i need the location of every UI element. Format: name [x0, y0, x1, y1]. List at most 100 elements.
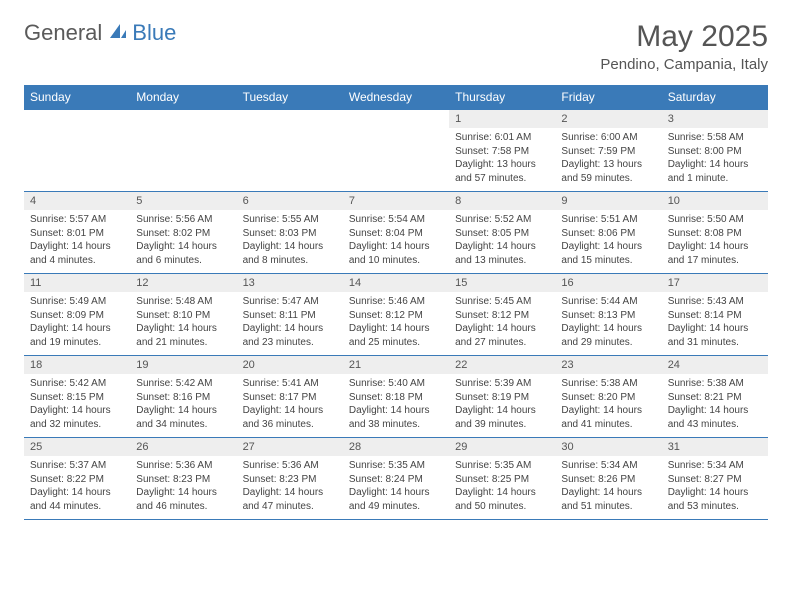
- sunrise-text: Sunrise: 5:49 AM: [30, 295, 124, 309]
- sunrise-text: Sunrise: 5:52 AM: [455, 213, 549, 227]
- sunrise-text: Sunrise: 5:43 AM: [668, 295, 762, 309]
- day-content-row: Sunrise: 5:49 AMSunset: 8:09 PMDaylight:…: [24, 292, 768, 356]
- day-content-cell: Sunrise: 5:56 AMSunset: 8:02 PMDaylight:…: [130, 210, 236, 274]
- sunset-text: Sunset: 8:19 PM: [455, 391, 549, 405]
- sunrise-text: Sunrise: 5:50 AM: [668, 213, 762, 227]
- sunrise-text: Sunrise: 5:34 AM: [668, 459, 762, 473]
- daylight-text: Daylight: 14 hours and 19 minutes.: [30, 322, 124, 349]
- day-number-cell: 7: [343, 192, 449, 211]
- day-number-cell: 12: [130, 274, 236, 293]
- sunrise-text: Sunrise: 6:00 AM: [561, 131, 655, 145]
- daylight-text: Daylight: 14 hours and 21 minutes.: [136, 322, 230, 349]
- sunrise-text: Sunrise: 5:51 AM: [561, 213, 655, 227]
- day-content-cell: Sunrise: 5:58 AMSunset: 8:00 PMDaylight:…: [662, 128, 768, 192]
- sunset-text: Sunset: 8:12 PM: [455, 309, 549, 323]
- day-number-row: 25262728293031: [24, 438, 768, 457]
- day-number-cell: 9: [555, 192, 661, 211]
- sunset-text: Sunset: 8:17 PM: [243, 391, 337, 405]
- sunset-text: Sunset: 8:15 PM: [30, 391, 124, 405]
- daylight-text: Daylight: 14 hours and 50 minutes.: [455, 486, 549, 513]
- sunset-text: Sunset: 8:14 PM: [668, 309, 762, 323]
- sunset-text: Sunset: 8:04 PM: [349, 227, 443, 241]
- day-number-cell: 3: [662, 110, 768, 129]
- day-content-cell: Sunrise: 6:01 AMSunset: 7:58 PMDaylight:…: [449, 128, 555, 192]
- day-content-row: Sunrise: 6:01 AMSunset: 7:58 PMDaylight:…: [24, 128, 768, 192]
- daylight-text: Daylight: 14 hours and 13 minutes.: [455, 240, 549, 267]
- day-number-cell: [130, 110, 236, 129]
- daylight-text: Daylight: 14 hours and 15 minutes.: [561, 240, 655, 267]
- day-content-cell: Sunrise: 5:54 AMSunset: 8:04 PMDaylight:…: [343, 210, 449, 274]
- day-of-week-header: Thursday: [449, 85, 555, 110]
- day-number-row: 123: [24, 110, 768, 129]
- day-content-cell: Sunrise: 5:36 AMSunset: 8:23 PMDaylight:…: [130, 456, 236, 520]
- daylight-text: Daylight: 14 hours and 47 minutes.: [243, 486, 337, 513]
- day-content-cell: [24, 128, 130, 192]
- logo-text-blue: Blue: [132, 20, 176, 46]
- day-number-cell: 16: [555, 274, 661, 293]
- logo: General Blue: [24, 20, 176, 46]
- sunset-text: Sunset: 8:22 PM: [30, 473, 124, 487]
- daylight-text: Daylight: 13 hours and 59 minutes.: [561, 158, 655, 185]
- sunset-text: Sunset: 8:27 PM: [668, 473, 762, 487]
- day-of-week-header: Sunday: [24, 85, 130, 110]
- sunset-text: Sunset: 8:08 PM: [668, 227, 762, 241]
- daylight-text: Daylight: 14 hours and 4 minutes.: [30, 240, 124, 267]
- daylight-text: Daylight: 14 hours and 31 minutes.: [668, 322, 762, 349]
- sunrise-text: Sunrise: 5:34 AM: [561, 459, 655, 473]
- day-number-cell: [343, 110, 449, 129]
- sunrise-text: Sunrise: 5:46 AM: [349, 295, 443, 309]
- sunrise-text: Sunrise: 5:54 AM: [349, 213, 443, 227]
- sunset-text: Sunset: 8:25 PM: [455, 473, 549, 487]
- day-content-cell: Sunrise: 5:42 AMSunset: 8:15 PMDaylight:…: [24, 374, 130, 438]
- day-content-cell: Sunrise: 5:35 AMSunset: 8:25 PMDaylight:…: [449, 456, 555, 520]
- day-number-cell: 30: [555, 438, 661, 457]
- day-content-cell: Sunrise: 5:38 AMSunset: 8:21 PMDaylight:…: [662, 374, 768, 438]
- month-title: May 2025: [600, 20, 768, 54]
- day-number-cell: 26: [130, 438, 236, 457]
- sunset-text: Sunset: 8:21 PM: [668, 391, 762, 405]
- sunset-text: Sunset: 8:06 PM: [561, 227, 655, 241]
- sunrise-text: Sunrise: 5:38 AM: [561, 377, 655, 391]
- daylight-text: Daylight: 14 hours and 34 minutes.: [136, 404, 230, 431]
- daylight-text: Daylight: 14 hours and 17 minutes.: [668, 240, 762, 267]
- sunrise-text: Sunrise: 5:42 AM: [30, 377, 124, 391]
- daylight-text: Daylight: 14 hours and 43 minutes.: [668, 404, 762, 431]
- day-content-cell: Sunrise: 5:36 AMSunset: 8:23 PMDaylight:…: [237, 456, 343, 520]
- sunrise-text: Sunrise: 5:38 AM: [668, 377, 762, 391]
- day-of-week-row: SundayMondayTuesdayWednesdayThursdayFrid…: [24, 85, 768, 110]
- day-content-cell: Sunrise: 5:46 AMSunset: 8:12 PMDaylight:…: [343, 292, 449, 356]
- day-content-cell: Sunrise: 5:45 AMSunset: 8:12 PMDaylight:…: [449, 292, 555, 356]
- day-number-cell: 13: [237, 274, 343, 293]
- daylight-text: Daylight: 14 hours and 25 minutes.: [349, 322, 443, 349]
- day-content-cell: Sunrise: 5:39 AMSunset: 8:19 PMDaylight:…: [449, 374, 555, 438]
- sunset-text: Sunset: 8:23 PM: [136, 473, 230, 487]
- day-number-cell: 28: [343, 438, 449, 457]
- day-number-cell: 10: [662, 192, 768, 211]
- day-number-cell: 2: [555, 110, 661, 129]
- day-content-cell: Sunrise: 5:44 AMSunset: 8:13 PMDaylight:…: [555, 292, 661, 356]
- day-content-cell: Sunrise: 5:40 AMSunset: 8:18 PMDaylight:…: [343, 374, 449, 438]
- sunrise-text: Sunrise: 5:39 AM: [455, 377, 549, 391]
- day-content-cell: Sunrise: 5:34 AMSunset: 8:26 PMDaylight:…: [555, 456, 661, 520]
- sunrise-text: Sunrise: 5:42 AM: [136, 377, 230, 391]
- sunrise-text: Sunrise: 5:36 AM: [243, 459, 337, 473]
- day-of-week-header: Wednesday: [343, 85, 449, 110]
- day-content-cell: Sunrise: 5:52 AMSunset: 8:05 PMDaylight:…: [449, 210, 555, 274]
- day-content-cell: Sunrise: 5:47 AMSunset: 8:11 PMDaylight:…: [237, 292, 343, 356]
- day-of-week-header: Saturday: [662, 85, 768, 110]
- day-of-week-header: Friday: [555, 85, 661, 110]
- daylight-text: Daylight: 14 hours and 46 minutes.: [136, 486, 230, 513]
- sunset-text: Sunset: 8:18 PM: [349, 391, 443, 405]
- sunrise-text: Sunrise: 5:45 AM: [455, 295, 549, 309]
- day-number-cell: 19: [130, 356, 236, 375]
- sunrise-text: Sunrise: 5:47 AM: [243, 295, 337, 309]
- sunset-text: Sunset: 8:00 PM: [668, 145, 762, 159]
- day-content-row: Sunrise: 5:42 AMSunset: 8:15 PMDaylight:…: [24, 374, 768, 438]
- sunset-text: Sunset: 8:11 PM: [243, 309, 337, 323]
- day-number-cell: 25: [24, 438, 130, 457]
- day-number-cell: [24, 110, 130, 129]
- sunrise-text: Sunrise: 5:36 AM: [136, 459, 230, 473]
- day-content-cell: Sunrise: 5:37 AMSunset: 8:22 PMDaylight:…: [24, 456, 130, 520]
- day-content-cell: Sunrise: 5:34 AMSunset: 8:27 PMDaylight:…: [662, 456, 768, 520]
- day-number-cell: 24: [662, 356, 768, 375]
